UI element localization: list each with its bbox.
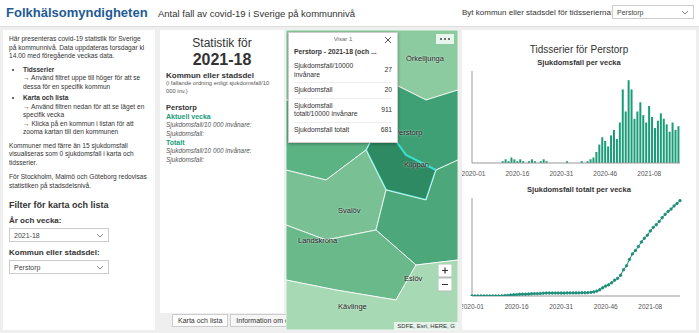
html-text:Örkelljunga: Örkelljunga — [406, 54, 444, 63]
html-text:Perstorp: Perstorp — [14, 264, 41, 271]
html-text:911: 911 — [381, 105, 392, 113]
html-text:Karta och lista: Karta och lista — [23, 94, 69, 101]
svg-text:2020-16: 2020-16 — [505, 303, 529, 310]
html-text:Eslöv: Eslöv — [404, 274, 423, 283]
html-text:Totalt: Totalt — [166, 139, 185, 146]
html-text:År och vecka:: År och vecka: — [9, 216, 62, 225]
html-text:Sjukdomsfall:: Sjukdomsfall: — [166, 155, 204, 163]
html-text:Här presenteras covid-19 stati: Här presenteras covid-19 statistik för S… — [9, 35, 145, 59]
html-text:Antal fall av covid-19 i Sveri: Antal fall av covid-19 i Sverige på komm… — [158, 8, 355, 19]
html-text:Karta och lista: Karta och lista — [178, 317, 223, 324]
html-text:Sjukdomsfall totalt/10000 invå: Sjukdomsfall totalt/10000 invånare — [294, 101, 358, 117]
html-text:Sjukdomsfall/10000 invånare: Sjukdomsfall/10000 invånare — [294, 62, 354, 78]
html-text:Folkhälsomyndigheten: Folkhälsomyndigheten — [6, 5, 148, 20]
html-text:Sjukdomsfall:: Sjukdomsfall: — [166, 129, 204, 137]
html-text:Svalöv: Svalöv — [338, 206, 361, 215]
html-text:Aktuell vecka: Aktuell vecka — [166, 113, 211, 120]
html-text:2021-18: 2021-18 — [192, 51, 252, 68]
html-text:Kommuner med färre än 15 sjukd: Kommuner med färre än 15 sjukdomsfall vi… — [9, 141, 134, 166]
html-text:Byt kommun eller stadsdel för: Byt kommun eller stadsdel för tidsserier… — [462, 8, 644, 17]
svg-text:2021-08: 2021-08 — [637, 170, 661, 177]
html-text:(i fallande ordning enligt sju: (i fallande ordning enligt sjukdomsfall/… — [166, 80, 270, 94]
html-text:Perstorp: Perstorp — [394, 128, 423, 137]
html-text:För Stockholm, Malmö och Göteb: För Stockholm, Malmö och Göteborg redovi… — [9, 173, 147, 189]
html-text:Klippan: Klippan — [404, 160, 429, 169]
html-text:Information om datakällor: Information om datakällor — [236, 317, 316, 324]
html-text:Sjukdomsfall totalt per vecka: Sjukdomsfall totalt per vecka — [527, 185, 631, 194]
html-text:Sjukdomsfall/10 000 invånare:: Sjukdomsfall/10 000 invånare: — [166, 147, 252, 154]
svg-text:2020-01: 2020-01 — [462, 303, 484, 310]
html-text:Sjukdomsfall totalt: Sjukdomsfall totalt — [294, 125, 350, 133]
svg-text:2020-31: 2020-31 — [549, 170, 573, 177]
html-text:→ Använd filtret uppe till hög: → Använd filtret uppe till höger för att… — [23, 74, 141, 90]
svg-text:2021-08: 2021-08 — [638, 303, 662, 310]
html-text:Kävlinge: Kävlinge — [338, 302, 367, 311]
html-text:Statistik för: Statistik för — [192, 36, 252, 50]
html-text:Tidsserier för Perstorp: Tidsserier för Perstorp — [529, 44, 629, 55]
html-text:Sjukdomsfall per vecka: Sjukdomsfall per vecka — [537, 58, 621, 67]
html-text:Landskrona: Landskrona — [298, 236, 338, 245]
svg-text:2020-16: 2020-16 — [505, 170, 529, 177]
html-text:Kommun eller stadsdel: Kommun eller stadsdel — [166, 71, 254, 80]
svg-text:2020-01: 2020-01 — [462, 170, 486, 177]
html-text:Kommun eller stadsdel:: Kommun eller stadsdel: — [9, 248, 100, 257]
html-text:Sjukdomsfall/10 000 invånare:: Sjukdomsfall/10 000 invånare: — [166, 121, 252, 128]
html-text:27: 27 — [384, 66, 392, 74]
html-text:Filter för karta och lista: Filter för karta och lista — [9, 200, 109, 210]
html-text:SDFE, Esri, HERE, G: SDFE, Esri, HERE, G — [397, 323, 455, 329]
html-text:Tidsserier: Tidsserier — [23, 65, 55, 73]
svg-text:2020-46: 2020-46 — [593, 170, 617, 177]
html-text:Visar 1: Visar 1 — [333, 36, 353, 42]
html-text:Perstorp - 2021-18 (och ...: Perstorp - 2021-18 (och ... — [294, 48, 377, 55]
html-text:Sjukdomsfall: Sjukdomsfall — [294, 86, 333, 93]
html-text:Perstorp: Perstorp — [166, 103, 197, 112]
svg-text:2020-31: 2020-31 — [549, 303, 573, 310]
html-text:→ Använd filtren nedan för att: → Använd filtren nedan för att se läget … — [23, 102, 145, 118]
html-text:681: 681 — [380, 125, 392, 133]
html-text:2021-18: 2021-18 — [14, 232, 40, 239]
html-text:→ Klicka på en kommun i listan: → Klicka på en kommun i listan för att z… — [23, 119, 134, 135]
html-text:20: 20 — [384, 86, 392, 93]
svg-text:2020-46: 2020-46 — [594, 303, 618, 310]
